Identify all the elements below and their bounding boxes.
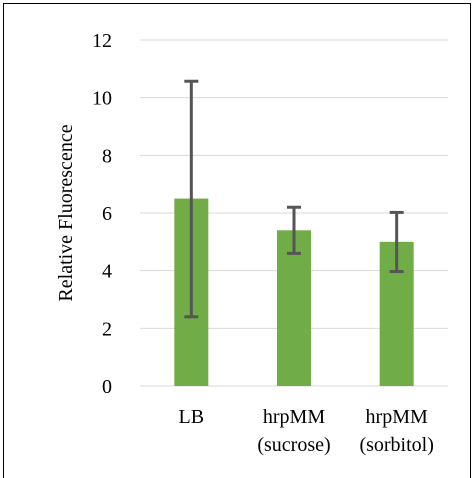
x-category-label-2-0: hrpMM: [366, 406, 428, 428]
error-bars: [184, 79, 404, 319]
x-category-label-0-0: LB: [179, 406, 205, 428]
x-axis-category-labels: LB hrpMM (sucrose) hrpMM (sorbitol): [179, 406, 434, 456]
y-tick-label-6: 6: [102, 203, 112, 225]
error-bar-1: [287, 205, 301, 255]
chart-frame: [3, 3, 471, 478]
y-tick-label-12: 12: [92, 30, 112, 52]
x-category-label-2-1: (sorbitol): [359, 434, 433, 456]
y-tick-label-0: 0: [102, 376, 112, 398]
y-tick-label-8: 8: [102, 145, 112, 167]
error-bar-2: [389, 210, 404, 274]
y-tick-label-10: 10: [92, 88, 112, 110]
x-category-label-1-0: hrpMM: [263, 406, 325, 428]
y-tick-label-4: 4: [102, 261, 112, 283]
error-bar-0: [184, 79, 199, 319]
y-tick-label-2: 2: [102, 318, 112, 340]
y-axis-tick-labels: 0 2 4 6 8 10 12: [92, 30, 112, 398]
x-category-label-1-1: (sucrose): [257, 434, 330, 456]
y-axis-title: Relative Fluorescence: [55, 124, 77, 301]
bar-1: [277, 230, 311, 386]
